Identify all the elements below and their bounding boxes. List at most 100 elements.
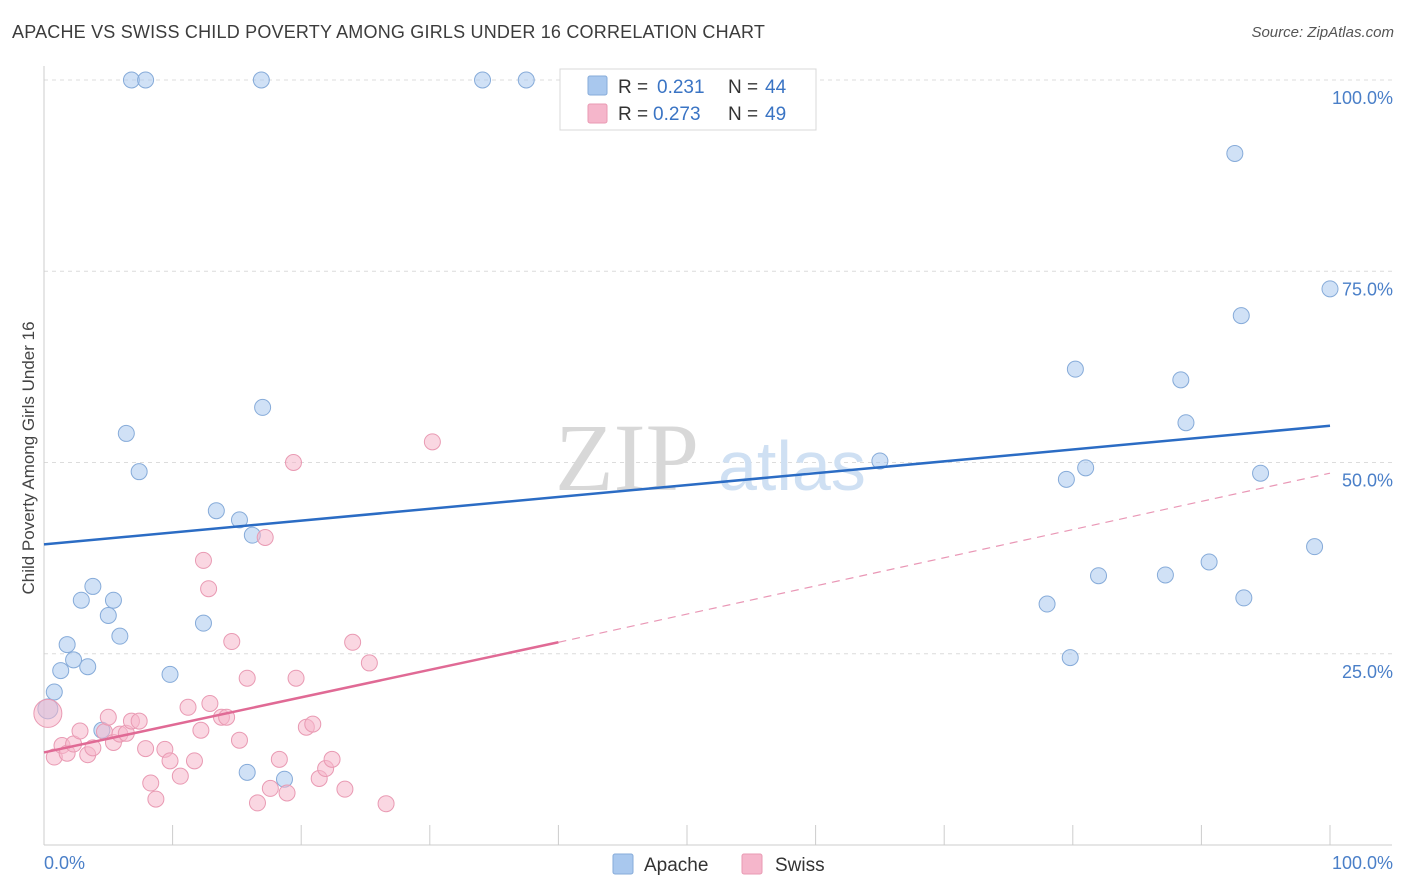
swiss-point-16 <box>142 774 160 792</box>
apache-point-37 <box>1200 553 1218 571</box>
watermark: ZIP atlas <box>555 404 866 511</box>
legend-apache-r-value: 0.231 <box>657 77 705 98</box>
apache-point-41 <box>1252 464 1270 482</box>
swiss-point-37 <box>284 454 302 471</box>
apache-point-5 <box>79 658 97 676</box>
bottom-legend-apache-swatch <box>612 853 634 875</box>
y-tick-label-1: 50.0% <box>1342 471 1393 491</box>
apache-point-36 <box>1177 414 1195 432</box>
swiss-point-44 <box>336 780 354 798</box>
apache-point-25 <box>238 763 256 781</box>
bottom-legend-swiss-label: Swiss <box>775 855 825 876</box>
swiss-point-24 <box>201 694 219 712</box>
apache-point-15 <box>137 71 155 89</box>
swiss-point-47 <box>377 795 395 813</box>
apache-point-40 <box>1235 589 1253 607</box>
chart-title: APACHE VS SWISS CHILD POVERTY AMONG GIRL… <box>12 22 766 42</box>
apache-point-31 <box>1066 360 1084 378</box>
apache-point-9 <box>104 591 122 609</box>
legend-swiss-n-label: N = <box>728 104 758 125</box>
y-axis-label: Child Poverty Among Girls Under 16 <box>19 321 38 594</box>
apache-point-18 <box>517 71 535 89</box>
x-tick-label-1: 100.0% <box>1332 853 1393 873</box>
apache-point-6 <box>72 591 90 609</box>
apache-point-10 <box>111 627 129 645</box>
swiss-point-48 <box>423 433 441 451</box>
apache-point-32 <box>1077 459 1095 477</box>
apache-point-7 <box>84 577 102 595</box>
apache-point-16 <box>252 71 270 89</box>
swiss-trend-line <box>43 641 559 754</box>
apache-point-20 <box>194 614 212 632</box>
swiss-point-26 <box>200 580 218 598</box>
legend-apache-n-value: 44 <box>765 77 787 98</box>
legend-apache-n-label: N = <box>728 77 758 98</box>
apache-point-21 <box>207 502 225 520</box>
apache-point-28 <box>1038 595 1056 613</box>
apache-point-2 <box>52 662 70 680</box>
apache-point-3 <box>58 636 76 654</box>
apache-point-30 <box>1061 649 1079 667</box>
trend-lines <box>43 424 1331 754</box>
swiss-point-25 <box>194 551 212 569</box>
legend-apache-r-label: R = <box>618 77 648 98</box>
swiss-point-43 <box>323 750 341 768</box>
legend-swiss-r-label: R = <box>618 104 648 125</box>
swiss-point-32 <box>248 794 266 812</box>
swiss-point-15 <box>137 740 155 758</box>
swiss-point-34 <box>261 779 279 797</box>
swiss-point-30 <box>230 731 248 749</box>
apache-point-4 <box>65 651 83 669</box>
apache-point-33 <box>1090 567 1108 585</box>
swiss-point-33 <box>256 528 274 546</box>
legend-swiss-swatch <box>587 103 608 124</box>
grid <box>44 79 1392 655</box>
swiss-point-21 <box>179 698 197 716</box>
legend-swiss-n-value: 49 <box>765 104 786 125</box>
swiss-point-38 <box>287 669 305 687</box>
apache-point-34 <box>1156 566 1174 584</box>
swiss-point-22 <box>185 752 203 770</box>
watermark-atlas: atlas <box>718 427 866 505</box>
swiss-point-14 <box>130 712 148 730</box>
swiss-point-35 <box>270 750 288 768</box>
apache-point-12 <box>130 463 148 481</box>
apache-point-14 <box>122 71 140 89</box>
apache-points <box>37 71 1339 788</box>
swiss-point-36 <box>278 784 296 802</box>
apache-point-38 <box>1226 144 1244 162</box>
swiss-point-45 <box>344 633 362 651</box>
swiss-point-40 <box>304 715 322 733</box>
apache-point-39 <box>1232 307 1250 325</box>
apache-point-1 <box>45 683 63 701</box>
apache-trend-line <box>43 424 1331 546</box>
apache-point-27 <box>871 452 889 470</box>
swiss-point-9 <box>99 708 117 726</box>
swiss-point-46 <box>360 654 378 672</box>
bottom-legend-apache-label: Apache <box>644 855 708 876</box>
apache-point-22 <box>230 511 248 529</box>
swiss-point-31 <box>238 669 256 687</box>
apache-point-19 <box>161 665 179 683</box>
swiss-point-29 <box>223 633 241 651</box>
swiss-point-20 <box>171 767 189 785</box>
x-tick-label-0: 0.0% <box>44 853 85 873</box>
source-label: Source: ZipAtlas.com <box>1251 24 1394 41</box>
apache-point-42 <box>1306 538 1324 556</box>
legend-box: R = 0.231 N = 44 R = 0.273 N = 49 <box>559 68 817 131</box>
swiss-point-23 <box>192 721 210 739</box>
apache-point-35 <box>1172 371 1190 389</box>
legend-swiss-r-value: 0.273 <box>653 104 701 125</box>
y-tick-label-0: 25.0% <box>1342 662 1393 682</box>
y-tick-label-2: 75.0% <box>1342 279 1393 299</box>
swiss-point-5 <box>71 722 89 740</box>
apache-point-43 <box>1321 280 1339 298</box>
watermark-zip: ZIP <box>555 404 699 511</box>
apache-point-26 <box>275 770 293 788</box>
tick-labels: 25.0% 50.0% 75.0% 100.0% 0.0% 100.0% <box>44 88 1393 873</box>
bottom-legend-swiss-swatch <box>741 853 763 875</box>
apache-point-11 <box>117 424 135 442</box>
legend-apache-swatch <box>587 75 608 96</box>
apache-point-17 <box>474 71 492 89</box>
